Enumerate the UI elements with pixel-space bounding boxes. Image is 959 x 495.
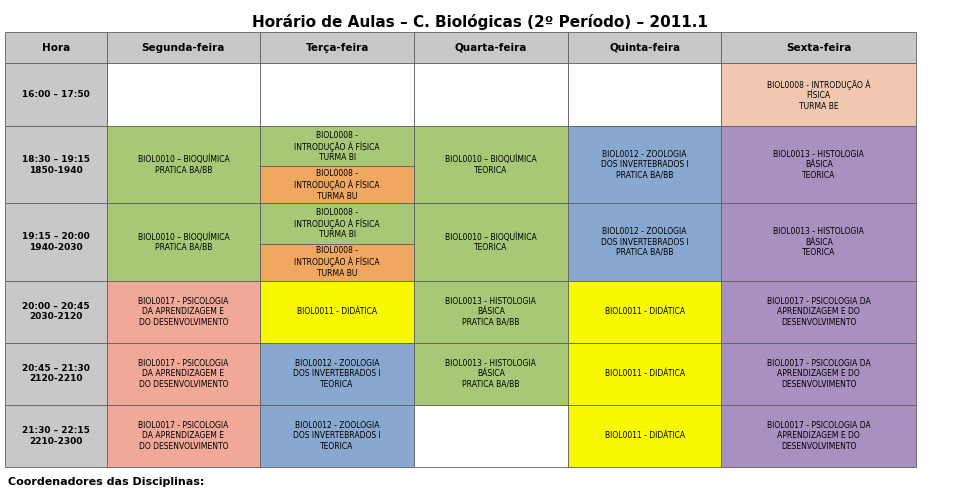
Text: BIOL0010 – BIOQUÍMICA
TEORICA: BIOL0010 – BIOQUÍMICA TEORICA bbox=[445, 232, 537, 252]
Bar bbox=[260, 244, 414, 281]
Bar bbox=[260, 166, 414, 203]
Text: BIOL0010 – BIOQUÍMICA
TEORICA: BIOL0010 – BIOQUÍMICA TEORICA bbox=[445, 155, 537, 175]
Bar bbox=[568, 32, 721, 63]
Bar bbox=[414, 63, 568, 126]
Text: 20:45 – 21:30
2120-2210: 20:45 – 21:30 2120-2210 bbox=[22, 364, 90, 384]
Bar bbox=[721, 63, 916, 126]
Text: BIOL0013 - HISTOLOGIA
BÁSICA
TEORICA: BIOL0013 - HISTOLOGIA BÁSICA TEORICA bbox=[773, 227, 864, 257]
Bar bbox=[568, 126, 721, 203]
Bar bbox=[5, 343, 106, 405]
Text: BIOL0017 - PSICOLOGIA DA
APRENDIZAGEM E DO
DESENVOLVIMENTO: BIOL0017 - PSICOLOGIA DA APRENDIZAGEM E … bbox=[767, 359, 871, 389]
Bar bbox=[721, 126, 916, 203]
Bar bbox=[260, 203, 414, 244]
Bar bbox=[568, 405, 721, 467]
Text: BIOL0011 - DIDÁTICA: BIOL0011 - DIDÁTICA bbox=[297, 307, 377, 316]
Bar bbox=[721, 405, 916, 467]
Text: Coordenadores das Disciplinas:: Coordenadores das Disciplinas: bbox=[8, 477, 204, 487]
Bar bbox=[260, 343, 414, 405]
Text: BIOL0008 -
INTRODUÇÃO À FÍSICA
TURMA BI: BIOL0008 - INTRODUÇÃO À FÍSICA TURMA BI bbox=[294, 208, 380, 239]
Bar bbox=[260, 281, 414, 343]
Text: 19:15 – 20:00
1940-2030: 19:15 – 20:00 1940-2030 bbox=[22, 232, 89, 252]
Text: BIOL0013 - HISTOLOGIA
BÁSICA
PRATICA BA/BB: BIOL0013 - HISTOLOGIA BÁSICA PRATICA BA/… bbox=[445, 359, 536, 389]
Text: 20:00 – 20:45
2030-2120: 20:00 – 20:45 2030-2120 bbox=[22, 302, 89, 321]
Bar bbox=[721, 203, 916, 281]
Text: BIOL0008 - INTRODUÇÃO À
FÍSICA
TURMA BE: BIOL0008 - INTRODUÇÃO À FÍSICA TURMA BE bbox=[767, 79, 871, 110]
Text: Segunda-feira: Segunda-feira bbox=[142, 43, 225, 52]
Bar bbox=[5, 203, 106, 281]
Text: BIOL0011 - DIDÁTICA: BIOL0011 - DIDÁTICA bbox=[604, 369, 685, 378]
Bar bbox=[568, 343, 721, 405]
Text: Hora: Hora bbox=[41, 43, 70, 52]
Bar bbox=[414, 281, 568, 343]
Bar bbox=[260, 405, 414, 467]
Text: BIOL0012 - ZOOLOGIA
DOS INVERTEBRADOS I
TEORICA: BIOL0012 - ZOOLOGIA DOS INVERTEBRADOS I … bbox=[293, 359, 381, 389]
Text: Horário de Aulas – C. Biológicas (2º Período) – 2011.1: Horário de Aulas – C. Biológicas (2º Per… bbox=[251, 14, 708, 30]
Bar bbox=[5, 63, 106, 126]
Bar bbox=[106, 343, 260, 405]
Bar bbox=[260, 126, 414, 166]
Text: 18:30 – 19:15
1850-1940: 18:30 – 19:15 1850-1940 bbox=[22, 155, 90, 175]
Bar bbox=[568, 203, 721, 281]
Bar bbox=[106, 32, 260, 63]
Text: BIOL0017 - PSICOLOGIA
DA APRENDIZAGEM E
DO DESENVOLVIMENTO: BIOL0017 - PSICOLOGIA DA APRENDIZAGEM E … bbox=[138, 421, 228, 451]
Text: BIOL0012 - ZOOLOGIA
DOS INVERTEBRADOS I
PRATICA BA/BB: BIOL0012 - ZOOLOGIA DOS INVERTEBRADOS I … bbox=[600, 227, 689, 257]
Text: Quinta-feira: Quinta-feira bbox=[609, 43, 680, 52]
Bar bbox=[5, 126, 106, 203]
Bar bbox=[721, 281, 916, 343]
Bar bbox=[260, 63, 414, 126]
Text: 16:00 – 17:50: 16:00 – 17:50 bbox=[22, 91, 89, 99]
Text: BIOL0008 -
INTRODUÇÃO À FÍSICA
TURMA BU: BIOL0008 - INTRODUÇÃO À FÍSICA TURMA BU bbox=[294, 247, 380, 278]
Text: Terça-feira: Terça-feira bbox=[306, 43, 369, 52]
Bar bbox=[414, 203, 568, 281]
Text: BIOL0008 -
INTRODUÇÃO À FÍSICA
TURMA BU: BIOL0008 - INTRODUÇÃO À FÍSICA TURMA BU bbox=[294, 169, 380, 201]
Bar bbox=[414, 32, 568, 63]
Bar bbox=[106, 203, 260, 281]
Bar bbox=[106, 405, 260, 467]
Text: BIOL0011 - DIDÁTICA: BIOL0011 - DIDÁTICA bbox=[604, 432, 685, 441]
Text: BIOL0010 – BIOQUÍMICA
PRATICA BA/BB: BIOL0010 – BIOQUÍMICA PRATICA BA/BB bbox=[137, 155, 229, 175]
Text: BIOL0017 - PSICOLOGIA DA
APRENDIZAGEM E DO
DESENVOLVIMENTO: BIOL0017 - PSICOLOGIA DA APRENDIZAGEM E … bbox=[767, 421, 871, 451]
Text: BIOL0017 - PSICOLOGIA
DA APRENDIZAGEM E
DO DESENVOLVIMENTO: BIOL0017 - PSICOLOGIA DA APRENDIZAGEM E … bbox=[138, 359, 228, 389]
Bar bbox=[414, 126, 568, 203]
Bar bbox=[568, 281, 721, 343]
Text: BIOL0010 – BIOQUÍMICA
PRATICA BA/BB: BIOL0010 – BIOQUÍMICA PRATICA BA/BB bbox=[137, 232, 229, 252]
Bar bbox=[5, 32, 106, 63]
Text: BIOL0012 - ZOOLOGIA
DOS INVERTEBRADOS I
PRATICA BA/BB: BIOL0012 - ZOOLOGIA DOS INVERTEBRADOS I … bbox=[600, 150, 689, 180]
Bar bbox=[721, 32, 916, 63]
Text: BIOL0012 - ZOOLOGIA
DOS INVERTEBRADOS I
TEORICA: BIOL0012 - ZOOLOGIA DOS INVERTEBRADOS I … bbox=[293, 421, 381, 451]
Bar bbox=[721, 343, 916, 405]
Text: Quarta-feira: Quarta-feira bbox=[455, 43, 527, 52]
Bar bbox=[106, 281, 260, 343]
Text: BIOL0017 - PSICOLOGIA DA
APRENDIZAGEM E DO
DESENVOLVIMENTO: BIOL0017 - PSICOLOGIA DA APRENDIZAGEM E … bbox=[767, 297, 871, 327]
Bar bbox=[106, 126, 260, 203]
Text: BIOL0017 - PSICOLOGIA
DA APRENDIZAGEM E
DO DESENVOLVIMENTO: BIOL0017 - PSICOLOGIA DA APRENDIZAGEM E … bbox=[138, 297, 228, 327]
Text: BIOL0013 - HISTOLOGIA
BÁSICA
TEORICA: BIOL0013 - HISTOLOGIA BÁSICA TEORICA bbox=[773, 150, 864, 180]
Text: 21:30 – 22:15
2210-2300: 21:30 – 22:15 2210-2300 bbox=[22, 426, 90, 446]
Bar bbox=[260, 32, 414, 63]
Bar bbox=[414, 343, 568, 405]
Bar bbox=[5, 281, 106, 343]
Text: Sexta-feira: Sexta-feira bbox=[786, 43, 852, 52]
Bar bbox=[568, 63, 721, 126]
Text: BIOL0011 - DIDÁTICA: BIOL0011 - DIDÁTICA bbox=[604, 307, 685, 316]
Text: BIOL0013 - HISTOLOGIA
BÁSICA
PRATICA BA/BB: BIOL0013 - HISTOLOGIA BÁSICA PRATICA BA/… bbox=[445, 297, 536, 327]
Text: BIOL0008 -
INTRODUÇÃO À FÍSICA
TURMA BI: BIOL0008 - INTRODUÇÃO À FÍSICA TURMA BI bbox=[294, 131, 380, 162]
Bar bbox=[106, 63, 260, 126]
Bar bbox=[5, 405, 106, 467]
Bar bbox=[414, 405, 568, 467]
